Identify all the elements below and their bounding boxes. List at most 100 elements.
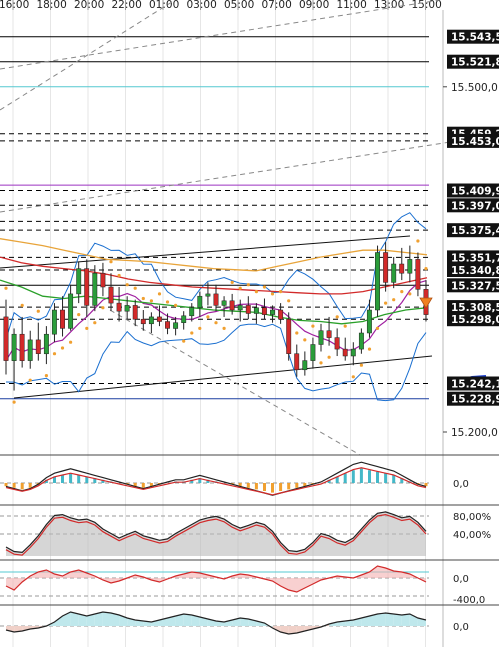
macd-histogram-bar bbox=[28, 483, 32, 488]
candle-body bbox=[205, 293, 211, 297]
candle-body bbox=[286, 318, 292, 354]
candle-body bbox=[237, 305, 243, 311]
stoch-d-line bbox=[5, 513, 427, 556]
candle-body bbox=[294, 353, 300, 371]
macd-histogram-bar bbox=[295, 483, 299, 488]
sar-dot bbox=[400, 290, 404, 294]
macd-histogram-bar bbox=[198, 478, 202, 483]
candle bbox=[270, 305, 275, 323]
time-label: 01:00 bbox=[149, 0, 179, 11]
candle bbox=[11, 328, 17, 391]
sar-dot bbox=[28, 378, 32, 382]
mom-fill bbox=[111, 613, 120, 626]
sar-dot bbox=[230, 280, 234, 284]
sar-dot bbox=[303, 338, 307, 342]
sar-dot bbox=[198, 326, 202, 330]
sar-dot bbox=[392, 298, 396, 302]
sar-dot bbox=[44, 374, 49, 378]
candle-body bbox=[350, 348, 356, 357]
sar-dot bbox=[416, 239, 420, 243]
candle bbox=[189, 303, 195, 322]
candle-body bbox=[302, 360, 308, 371]
mom-fill bbox=[369, 614, 378, 626]
candle bbox=[342, 337, 348, 361]
stoch-40-label: 40,00% bbox=[453, 530, 491, 541]
sar-dot bbox=[165, 300, 170, 304]
macd-zero-label: 0,0 bbox=[453, 479, 469, 490]
candle bbox=[358, 328, 364, 354]
sar-dot bbox=[384, 301, 388, 305]
mom-fill bbox=[256, 621, 265, 626]
candle-body bbox=[383, 252, 389, 283]
macd-histogram-bar bbox=[384, 473, 388, 483]
time-label: 13:00 bbox=[374, 0, 404, 11]
candle-body bbox=[245, 305, 251, 314]
mom-fill bbox=[393, 614, 402, 626]
candle bbox=[286, 312, 292, 361]
candle-body bbox=[124, 305, 130, 312]
macd-histogram-bar bbox=[190, 479, 194, 483]
sar-dot bbox=[351, 375, 355, 379]
candle-body bbox=[358, 332, 364, 350]
macd-histogram-bar bbox=[206, 479, 210, 483]
candle bbox=[221, 296, 227, 317]
candle-body bbox=[100, 272, 106, 288]
candle-body bbox=[165, 321, 170, 329]
macd-histogram-bar bbox=[279, 483, 283, 491]
candle bbox=[253, 303, 259, 324]
macd-histogram-bar bbox=[141, 483, 145, 488]
candle bbox=[124, 296, 130, 320]
candle-body bbox=[197, 295, 203, 308]
macd-histogram-bar bbox=[392, 475, 396, 483]
candle bbox=[391, 257, 397, 289]
indicator-panels: 0,0 80,00% 40,00% 0,0 -400,0 0,0 bbox=[0, 454, 499, 635]
candle bbox=[375, 245, 380, 317]
macd-histogram-bar bbox=[61, 475, 64, 483]
price-tag-bg bbox=[447, 312, 499, 327]
sar-dot bbox=[254, 290, 258, 294]
candle-body bbox=[310, 344, 316, 361]
price-tag-bg bbox=[447, 198, 499, 213]
price-tag-label: 15.298,0 bbox=[451, 314, 499, 326]
price-tag-label: 15.409,9 bbox=[451, 186, 499, 198]
candle-body bbox=[375, 252, 380, 311]
sar-dot bbox=[149, 299, 153, 303]
price-tag-bg bbox=[447, 29, 499, 44]
sar-dot bbox=[190, 331, 194, 335]
candle bbox=[350, 342, 356, 366]
price-axis-label: 15.200,0 bbox=[451, 427, 498, 439]
mom-fill bbox=[191, 615, 200, 626]
sar-dot bbox=[133, 286, 137, 290]
sar-dot bbox=[125, 283, 129, 287]
sar-dot bbox=[375, 326, 380, 330]
macd-histogram-bar bbox=[343, 473, 347, 483]
time-axis: 16:00 18:00 20:00 22:00 01:00 03:00 05:00 07:00… bbox=[0, 0, 499, 11]
sar-dot bbox=[279, 290, 283, 294]
sar-dot bbox=[101, 306, 105, 310]
macd-histogram-bar bbox=[93, 478, 97, 483]
sar-dot bbox=[182, 339, 186, 343]
candle bbox=[76, 261, 82, 304]
mom-fill bbox=[199, 617, 208, 626]
sar-dot bbox=[206, 315, 210, 319]
dashed-trend-steep bbox=[0, 0, 176, 111]
candle bbox=[261, 298, 267, 320]
sar-dot bbox=[295, 331, 299, 335]
candle bbox=[326, 316, 332, 346]
candle-body bbox=[189, 307, 195, 317]
candle bbox=[318, 323, 324, 352]
time-label: 07:00 bbox=[262, 0, 292, 11]
candle-body bbox=[407, 259, 413, 274]
candle-body bbox=[84, 268, 90, 306]
sar-dot bbox=[327, 355, 331, 359]
stoch-80-label: 80,00% bbox=[453, 512, 491, 523]
candle-body bbox=[318, 330, 324, 345]
candle bbox=[51, 303, 57, 343]
osc-fill bbox=[6, 566, 426, 592]
sell-signal-arrow-icon[interactable] bbox=[419, 297, 433, 309]
macd-line bbox=[5, 461, 427, 496]
macd-histogram-bar bbox=[263, 483, 266, 491]
price-tag-bg bbox=[447, 263, 499, 277]
price-tag-bg bbox=[447, 183, 499, 198]
